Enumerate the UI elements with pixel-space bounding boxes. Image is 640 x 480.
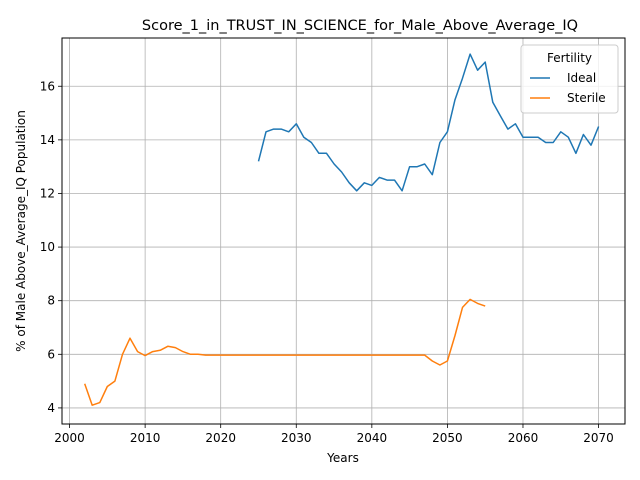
y-tick-label: 6 (47, 347, 55, 361)
legend-label-ideal: Ideal (567, 71, 596, 85)
legend-title: Fertility (547, 51, 592, 65)
legend: Fertility Ideal Sterile (520, 44, 619, 114)
y-tick-label: 16 (40, 79, 55, 93)
x-axis-label: Years (326, 451, 359, 465)
y-tick-label: 10 (40, 240, 55, 254)
chart-title: Score_1_in_TRUST_IN_SCIENCE_for_Male_Abo… (142, 18, 578, 34)
y-tick-label: 8 (47, 294, 55, 308)
y-tick-label: 4 (47, 401, 55, 415)
x-tick-label: 2070 (583, 431, 614, 445)
plot-frame (61, 37, 626, 425)
legend-box (520, 44, 619, 114)
x-axis: 2000 2010 2020 2030 2040 2050 2060 2070 (54, 424, 614, 445)
y-axis-label: % of Male Above_Average_IQ Population (14, 110, 28, 352)
x-tick-label: 2000 (54, 431, 85, 445)
y-tick-label: 12 (40, 186, 55, 200)
x-tick-label: 2020 (205, 431, 236, 445)
x-tick-label: 2030 (281, 431, 312, 445)
legend-label-sterile: Sterile (567, 91, 606, 105)
y-axis: 4 6 8 10 12 14 16 (40, 79, 62, 415)
x-tick-label: 2050 (432, 431, 463, 445)
series-line-sterile (83, 298, 486, 406)
x-tick-label: 2040 (357, 431, 388, 445)
x-tick-label: 2010 (130, 431, 161, 445)
series-layer (83, 53, 600, 406)
y-tick-label: 14 (40, 133, 55, 147)
series-line-ideal (257, 53, 600, 192)
x-tick-label: 2060 (508, 431, 539, 445)
